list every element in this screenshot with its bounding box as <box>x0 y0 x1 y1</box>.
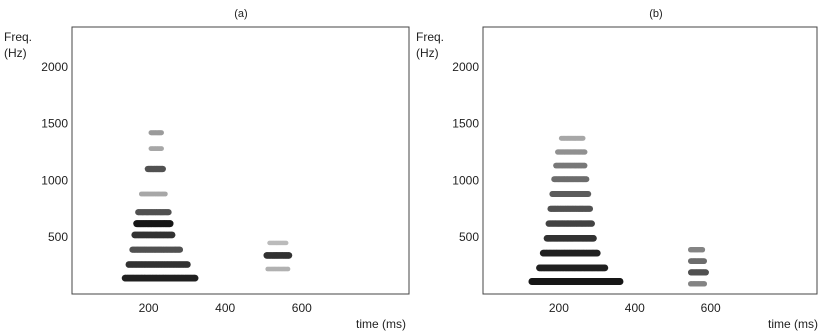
panel-b-xlabel: time (ms) <box>768 317 818 331</box>
spectrogram-band <box>125 261 191 268</box>
panel-a-ticks: 200 400 600 500 1000 1500 2000 <box>41 60 312 315</box>
x-tick-label: 600 <box>701 301 721 315</box>
x-tick-label: 600 <box>292 301 312 315</box>
panel-b-plot-frame <box>482 26 818 295</box>
spectrogram-band <box>265 266 291 272</box>
panel-a: (a) Freq. (Hz) 200 400 600500100015002000 … <box>4 8 410 331</box>
panel-a-ylabel-line2: (Hz) <box>4 46 27 60</box>
spectrogram-band <box>263 252 293 259</box>
spectrogram-band <box>148 130 164 136</box>
y-tick-label: 2000 <box>452 60 479 74</box>
spectrogram-band <box>688 269 709 276</box>
spectrogram-band <box>121 274 199 282</box>
spectrogram-band <box>558 135 586 141</box>
spectrogram-band <box>551 176 590 183</box>
panel-b-label: (b) <box>649 8 662 20</box>
spectrogram-band <box>688 258 707 264</box>
spectrogram-band <box>688 281 707 287</box>
spectrogram-band <box>267 240 289 246</box>
panel-b-ylabel-line2: (Hz) <box>416 46 439 60</box>
x-tick-label: 400 <box>215 301 235 315</box>
spectrogram-band <box>139 191 168 197</box>
spectrogram-band <box>539 249 601 257</box>
panel-b-ticks: 200 400 600 500 1000 1500 2000 <box>452 60 721 315</box>
spectrogram-band <box>545 220 595 227</box>
spectrogram-band <box>555 149 588 155</box>
spectrogram-band <box>536 264 609 272</box>
panel-b: (b) Freq. (Hz) 200 400 600500100015002000 … <box>416 8 818 331</box>
spectrogram-band <box>148 146 164 151</box>
panel-a-spectrogram <box>121 130 293 282</box>
spectrogram-band <box>135 209 172 216</box>
spectrogram-band <box>543 235 597 242</box>
y-tick-label: 2000 <box>41 60 68 74</box>
y-tick-label: 1500 <box>452 117 479 131</box>
spectrogram-band <box>547 205 593 212</box>
spectrogram-band <box>688 247 706 253</box>
y-tick-label: 1000 <box>452 173 479 187</box>
spectrogram-band <box>549 191 592 197</box>
panel-b-ylabel-line1: Freq. <box>416 30 444 44</box>
panel-b-spectrogram <box>528 135 709 287</box>
y-tick-label: 1500 <box>41 117 68 131</box>
spectrogram-band <box>144 165 166 173</box>
spectrogram-band <box>553 162 588 169</box>
spectrogram-band <box>131 231 176 239</box>
y-tick-label: 500 <box>459 230 479 244</box>
panel-a-xlabel: time (ms) <box>356 317 406 331</box>
x-tick-label: 400 <box>625 301 645 315</box>
x-tick-label: 200 <box>549 301 569 315</box>
x-tick-label: 200 <box>139 301 159 315</box>
spectrogram-band <box>129 246 183 253</box>
panel-a-label: (a) <box>234 8 247 20</box>
spectrogram-band <box>528 278 624 285</box>
y-tick-label: 1000 <box>41 173 68 187</box>
y-tick-label: 500 <box>48 230 68 244</box>
panel-a-plot-frame <box>71 26 410 295</box>
spectrogram-band <box>133 220 174 228</box>
panel-a-ylabel-line1: Freq. <box>4 30 32 44</box>
